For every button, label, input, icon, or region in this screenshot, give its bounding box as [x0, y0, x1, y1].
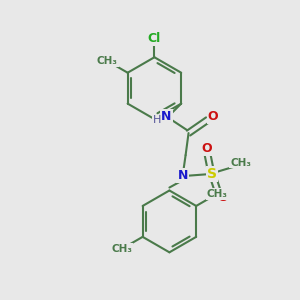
Text: O: O	[201, 142, 211, 155]
Text: CH₃: CH₃	[230, 158, 251, 167]
Text: CH₃: CH₃	[111, 244, 132, 254]
Text: H: H	[153, 116, 161, 125]
Text: CH₃: CH₃	[207, 189, 228, 199]
Text: O: O	[208, 110, 218, 123]
Text: S: S	[207, 167, 217, 181]
Text: Cl: Cl	[148, 32, 161, 45]
Text: N: N	[161, 110, 172, 123]
Text: N: N	[178, 169, 188, 182]
Text: O: O	[217, 191, 228, 204]
Text: CH₃: CH₃	[97, 56, 118, 66]
